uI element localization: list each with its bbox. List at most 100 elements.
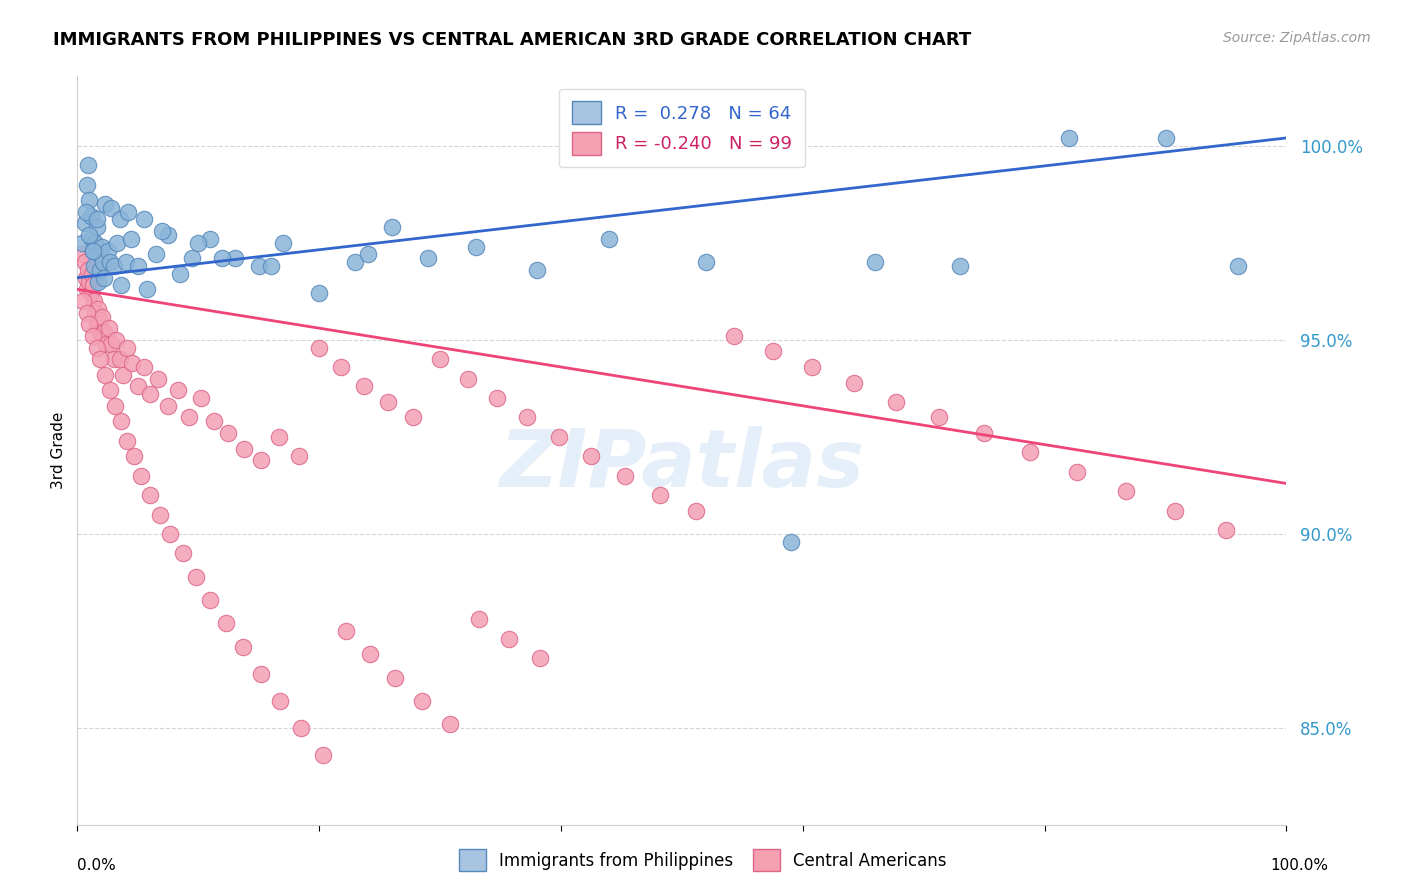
Point: [377, 395, 399, 409]
Point: [498, 632, 520, 646]
Point: [70, 247, 93, 261]
Point: [86, 220, 108, 235]
Point: [247, 259, 270, 273]
Point: [1164, 503, 1187, 517]
Point: [439, 717, 461, 731]
Point: [1115, 484, 1137, 499]
Text: IMMIGRANTS FROM PHILIPPINES VS CENTRAL AMERICAN 3RD GRADE CORRELATION CHART: IMMIGRANTS FROM PHILIPPINES VS CENTRAL A…: [53, 31, 972, 49]
Point: [100, 201, 122, 215]
Point: [79, 227, 101, 242]
Point: [76, 178, 98, 192]
Point: [184, 569, 207, 583]
Point: [1057, 131, 1080, 145]
Point: [87, 301, 110, 316]
Legend: Immigrants from Philippines, Central Americans: Immigrants from Philippines, Central Ame…: [451, 841, 955, 880]
Point: [87, 275, 110, 289]
Point: [159, 527, 181, 541]
Point: [90, 310, 112, 324]
Point: [114, 255, 136, 269]
Point: [429, 352, 451, 367]
Point: [329, 359, 352, 374]
Point: [177, 410, 200, 425]
Point: [83, 293, 105, 308]
Point: [973, 425, 995, 440]
Text: ZIPatlas: ZIPatlas: [499, 426, 865, 505]
Point: [172, 546, 194, 560]
Point: [121, 356, 143, 370]
Point: [80, 232, 103, 246]
Point: [150, 224, 173, 238]
Point: [145, 247, 167, 261]
Point: [112, 368, 135, 382]
Point: [779, 534, 801, 549]
Point: [312, 748, 335, 763]
Point: [98, 384, 121, 398]
Point: [1066, 465, 1088, 479]
Point: [79, 286, 101, 301]
Point: [72, 293, 94, 308]
Point: [86, 341, 108, 355]
Point: [200, 232, 222, 246]
Point: [93, 270, 115, 285]
Point: [127, 259, 149, 273]
Point: [100, 336, 122, 351]
Point: [581, 450, 603, 464]
Point: [614, 468, 637, 483]
Point: [359, 647, 381, 661]
Point: [181, 252, 204, 266]
Point: [547, 430, 569, 444]
Point: [516, 410, 538, 425]
Point: [157, 399, 180, 413]
Point: [82, 244, 104, 258]
Point: [98, 255, 121, 269]
Point: [89, 352, 111, 367]
Point: [132, 212, 155, 227]
Point: [344, 255, 367, 269]
Point: [215, 616, 238, 631]
Y-axis label: 3rd Grade: 3rd Grade: [51, 412, 66, 489]
Point: [148, 508, 170, 522]
Point: [87, 313, 110, 327]
Point: [77, 158, 100, 172]
Point: [169, 267, 191, 281]
Point: [136, 282, 159, 296]
Point: [218, 425, 240, 440]
Point: [79, 318, 101, 332]
Point: [87, 247, 110, 261]
Point: [250, 453, 273, 467]
Point: [115, 341, 138, 355]
Point: [685, 503, 707, 517]
Point: [157, 227, 180, 242]
Point: [93, 325, 115, 339]
Point: [695, 255, 717, 269]
Point: [79, 193, 101, 207]
Point: [233, 442, 256, 456]
Point: [105, 333, 128, 347]
Point: [97, 321, 120, 335]
Point: [86, 212, 108, 227]
Point: [526, 263, 548, 277]
Point: [308, 286, 330, 301]
Point: [468, 612, 491, 626]
Point: [290, 721, 312, 735]
Point: [89, 263, 111, 277]
Point: [120, 232, 142, 246]
Point: [529, 651, 551, 665]
Point: [89, 325, 111, 339]
Point: [108, 352, 131, 367]
Point: [269, 694, 291, 708]
Point: [104, 399, 127, 413]
Point: [79, 209, 101, 223]
Point: [139, 387, 162, 401]
Point: [96, 336, 118, 351]
Point: [949, 259, 972, 273]
Point: [269, 430, 291, 444]
Point: [75, 204, 97, 219]
Point: [82, 244, 104, 258]
Point: [131, 468, 153, 483]
Point: [91, 255, 114, 269]
Point: [335, 624, 357, 638]
Point: [723, 329, 745, 343]
Point: [465, 240, 488, 254]
Point: [84, 235, 107, 250]
